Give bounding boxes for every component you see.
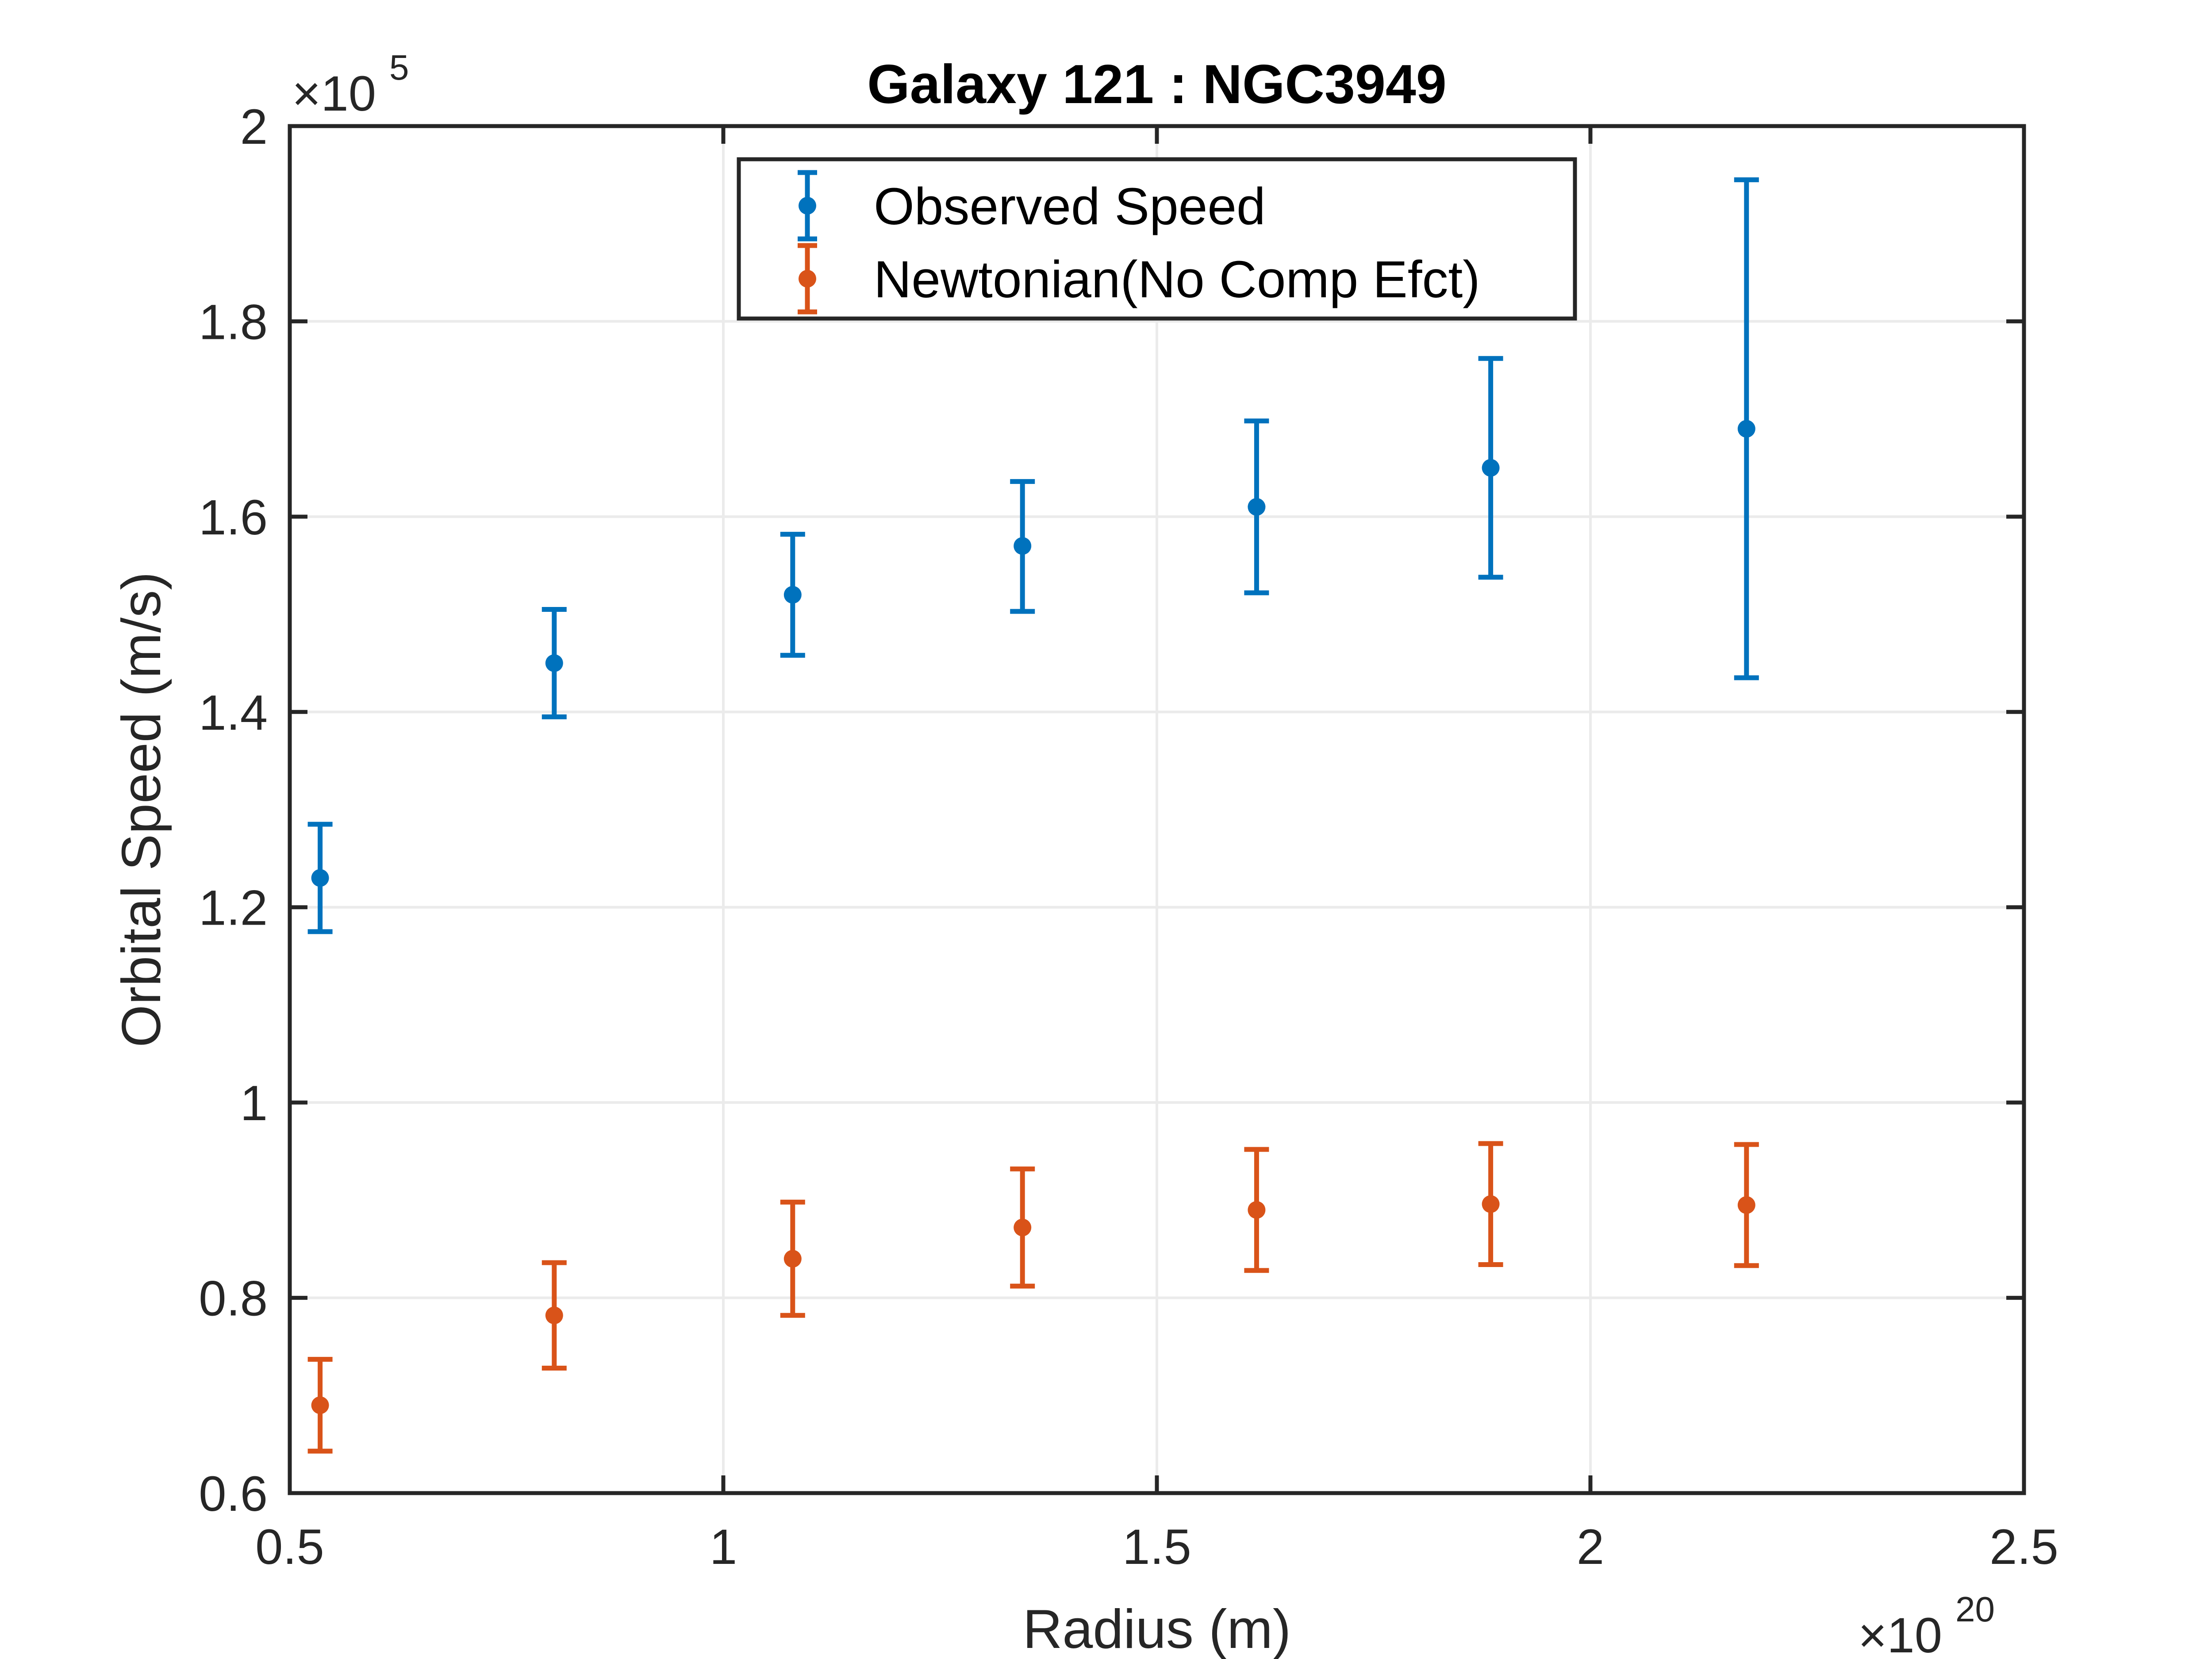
legend: Observed Speed Newtonian(No Comp Efct) <box>737 157 1577 321</box>
legend-marker-dot <box>799 270 816 288</box>
legend-label: Observed Speed <box>874 177 1266 236</box>
data-point <box>1248 1201 1266 1219</box>
y-multiplier: ×10 5 <box>292 48 409 121</box>
grid <box>290 126 2024 1493</box>
legend-label: Newtonian(No Comp Efct) <box>874 250 1480 309</box>
y-multiplier-exponent: 5 <box>389 48 409 87</box>
data-point <box>1014 1218 1032 1237</box>
y-tick-label: 1 <box>240 1075 268 1131</box>
y-axis-label: Orbital Speed (m/s) <box>111 572 172 1047</box>
x-multiplier: ×10 20 <box>1858 1590 1995 1659</box>
series-1 <box>307 177 1759 934</box>
legend-box <box>737 157 1577 321</box>
x-axis-label: Radius (m) <box>1023 1599 1291 1659</box>
y-tick-label: 2 <box>240 99 268 154</box>
data-marks <box>307 177 1759 1454</box>
y-tick-label: 0.8 <box>199 1271 268 1326</box>
data-point <box>311 1396 329 1414</box>
data-point <box>311 869 329 887</box>
y-tick-label: 1.2 <box>199 880 268 936</box>
x-tick-label: 1 <box>710 1519 737 1575</box>
data-point <box>1482 459 1500 477</box>
data-point <box>1482 1195 1500 1213</box>
y-tick-label: 0.6 <box>199 1466 268 1521</box>
x-tick-label: 0.5 <box>255 1519 324 1575</box>
y-tick-label: 1.8 <box>199 294 268 349</box>
data-point <box>783 1250 802 1268</box>
y-multiplier-base: ×10 <box>292 66 376 121</box>
y-tick-label: 1.6 <box>199 490 268 545</box>
data-point <box>1248 498 1266 516</box>
x-tick-label: 2 <box>1577 1519 1604 1575</box>
data-point <box>545 1306 563 1325</box>
data-point <box>783 586 802 604</box>
data-point <box>1737 420 1755 438</box>
x-multiplier-base: ×10 <box>1858 1608 1942 1659</box>
tick-labels: 0.5 1 1.5 2 2.5 0.6 0.8 1 1.2 1.4 1.6 1.8 2 <box>199 99 2058 1575</box>
legend-marker-dot <box>799 197 816 215</box>
data-point <box>545 654 563 672</box>
series-2 <box>307 1141 1759 1454</box>
x-tick-label: 2.5 <box>1989 1519 2058 1575</box>
chart-title: Galaxy 121 : NGC3949 <box>867 54 1447 115</box>
data-point <box>1014 537 1032 555</box>
data-point <box>1737 1196 1755 1214</box>
x-multiplier-exponent: 20 <box>1955 1590 1995 1629</box>
plot-frame <box>288 124 2026 1495</box>
x-tick-label: 1.5 <box>1122 1519 1191 1575</box>
y-tick-label: 1.4 <box>199 685 268 740</box>
